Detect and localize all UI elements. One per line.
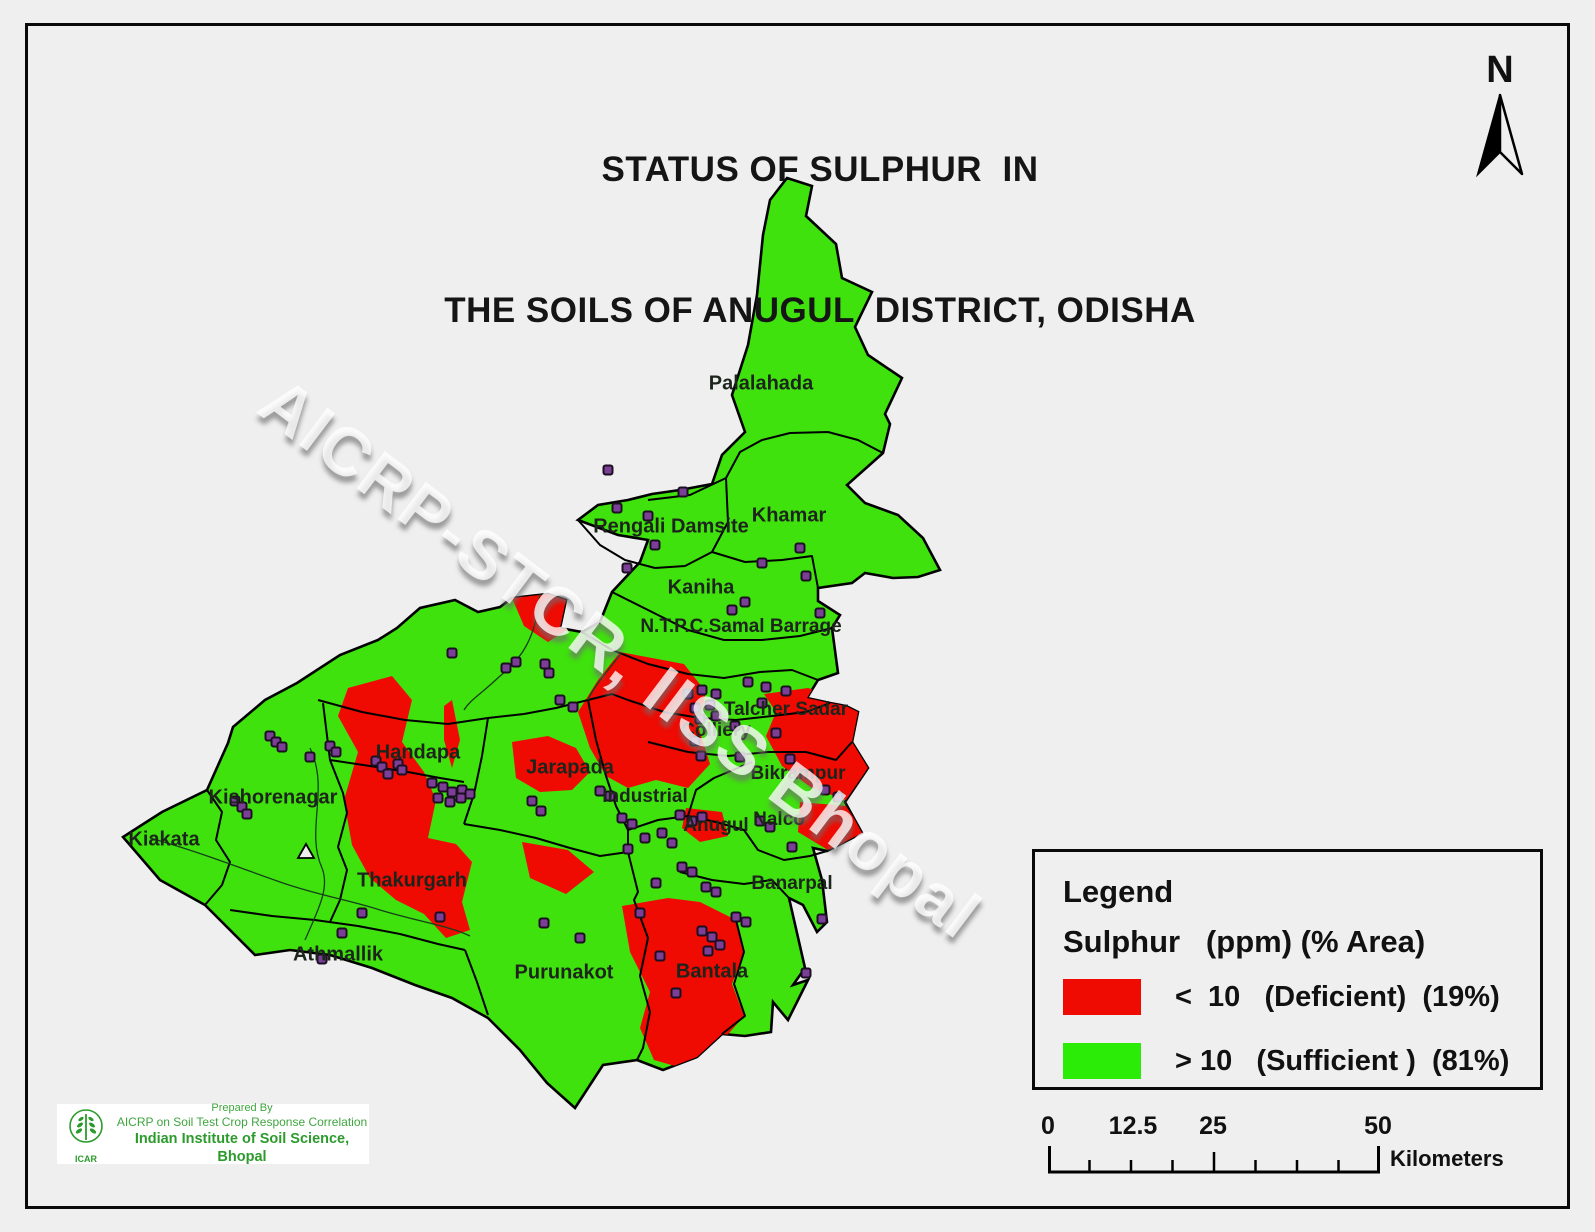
credits-line3: Indian Institute of Soil Science, Bhopal <box>134 1131 350 1166</box>
icar-wheat-icon <box>69 1108 103 1143</box>
region-label-purunakot: Purunakot <box>514 961 614 984</box>
region-label-industrial: Industrial <box>602 786 688 807</box>
legend-item-deficient: < 10 (Deficient) (19%) <box>1063 978 1500 1016</box>
legend-subtitle: Sulphur (ppm) (% Area) <box>1063 924 1426 959</box>
stream-lines <box>149 593 621 941</box>
sufficient-color-swatch <box>1063 1043 1141 1079</box>
region-label-anugul: Anugul <box>683 815 749 836</box>
sample-points <box>229 464 844 999</box>
north-arrow-icon <box>1476 93 1524 178</box>
scale-tick-12-5: 12.5 <box>1108 1112 1158 1140</box>
legend-item-deficient-label: < 10 (Deficient) (19%) <box>1175 980 1500 1013</box>
region-label-rengali-damsite: Rengali Damsite <box>593 515 749 538</box>
icar-logo-label: ICAR <box>75 1153 97 1164</box>
legend-title: Legend <box>1063 874 1174 909</box>
region-label-kishorenagar: Kishorenagar <box>208 786 338 809</box>
region-label-thakurgarh: Thakurgarh <box>356 869 468 892</box>
map-title-line1: STATUS OF SULPHUR IN <box>601 150 1039 189</box>
credits-line1: Prepared By <box>211 1101 273 1114</box>
credits-box: ICAR Prepared By AICRP on Soil Test Crop… <box>57 1102 369 1167</box>
scale-bar: 0 12.5 25 50 Kilometers <box>1041 1112 1568 1182</box>
scale-tick-0: 0 <box>1041 1112 1055 1140</box>
region-label-palalahada: Palalahada <box>708 372 814 395</box>
region-label-bantala: Bantala <box>675 960 749 983</box>
scale-bar-unit: Kilometers <box>1390 1146 1504 1171</box>
block-boundaries <box>204 431 884 1061</box>
north-label: N <box>1486 49 1514 91</box>
map-title-line2: THE SOILS OF ANUGUL DISTRICT, ODISHA <box>444 291 1196 330</box>
north-arrow: N <box>1452 50 1548 190</box>
region-label-ntpc-samal-barrage: N.T.P.C.Samal Barrage <box>640 616 842 637</box>
region-label-khamar: Khamar <box>751 504 827 527</box>
region-label-talcher-sadar: Talcher Sadar <box>723 699 849 720</box>
page-border-frame <box>25 23 1570 1209</box>
region-label-banarpal: Banarpal <box>751 873 833 894</box>
scale-tick-50: 50 <box>1364 1112 1392 1140</box>
scale-tick-25: 25 <box>1199 1112 1227 1140</box>
scale-bar-ticks <box>1048 1146 1380 1174</box>
legend-item-sufficient: > 10 (Sufficient ) (81%) <box>1063 1042 1509 1080</box>
credits-line2: AICRP on Soil Test Crop Response Correla… <box>116 1115 368 1130</box>
region-label-colliery: Colliery <box>681 720 751 741</box>
deficient-color-swatch <box>1063 979 1141 1015</box>
legend: Legend Sulphur (ppm) (% Area) < 10 (Defi… <box>1032 849 1543 1090</box>
dam-symbol-icon <box>296 842 316 859</box>
credits-text: Prepared By AICRP on Soil Test Crop Resp… <box>115 1102 369 1167</box>
region-label-nalco: Nalco <box>753 809 805 830</box>
region-label-kaniha: Kaniha <box>667 576 735 599</box>
region-label-kiakata: Kiakata <box>128 828 200 851</box>
region-label-athmallik: Athmallik <box>292 943 384 966</box>
map-title: STATUS OF SULPHUR IN THE SOILS OF ANUGUL… <box>50 52 1590 381</box>
region-label-bikrampur: Bikrampur <box>750 763 846 784</box>
region-label-jarapada: Jarapada <box>526 756 614 779</box>
icar-logo: ICAR <box>57 1106 115 1163</box>
legend-item-sufficient-label: > 10 (Sufficient ) (81%) <box>1175 1044 1510 1077</box>
region-label-handapa: Handapa <box>375 741 461 764</box>
